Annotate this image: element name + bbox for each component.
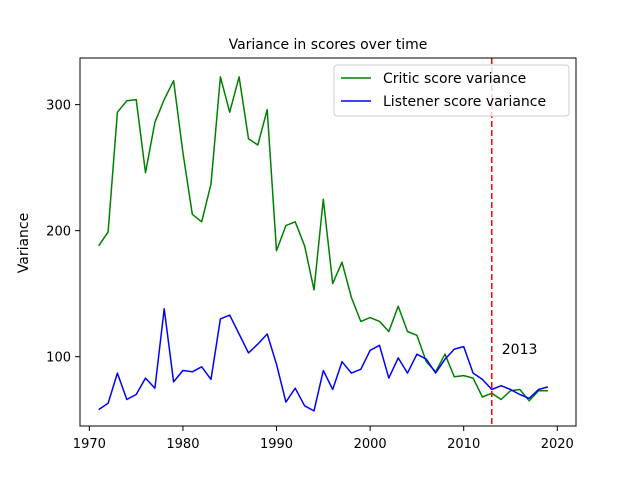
chart-title: Variance in scores over time bbox=[229, 37, 428, 53]
series-line-listener bbox=[98, 308, 549, 412]
legend: Critic score variance Listener score var… bbox=[333, 64, 570, 117]
x-tick-label: 2000 bbox=[354, 437, 387, 452]
x-tick-label: 2010 bbox=[447, 437, 480, 452]
y-tick-label: 100 bbox=[46, 351, 71, 366]
x-tick-label: 1970 bbox=[73, 437, 106, 452]
x-tick-label: 1990 bbox=[260, 437, 293, 452]
x-tick-label: 2020 bbox=[541, 437, 574, 452]
legend-frame bbox=[333, 64, 570, 117]
x-tick-label: 1980 bbox=[166, 437, 199, 452]
y-tick-label: 200 bbox=[46, 225, 71, 240]
axes-frame bbox=[79, 57, 577, 427]
legend-label-critic: Critic score variance bbox=[383, 71, 526, 87]
y-tick-label: 300 bbox=[46, 99, 71, 114]
y-axis-label: Variance bbox=[16, 213, 32, 273]
plot-area bbox=[98, 58, 549, 426]
axis-ticks: 1970 1980 1990 2000 2010 2020 100 200 300 bbox=[46, 99, 574, 452]
vline-label: 2013 bbox=[502, 342, 538, 358]
series-line-critic bbox=[98, 76, 548, 402]
legend-label-listener: Listener score variance bbox=[383, 94, 546, 110]
